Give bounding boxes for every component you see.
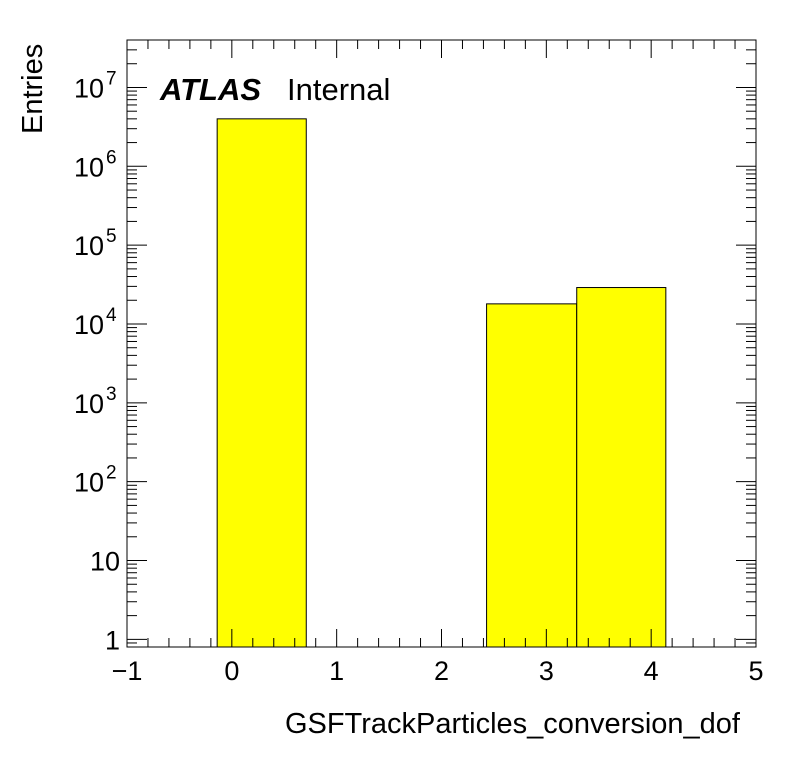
x-tick-label-3: 2 bbox=[434, 656, 449, 686]
histogram-bar-2 bbox=[576, 287, 667, 648]
y-tick-exponent-2: 2 bbox=[106, 463, 117, 484]
x-tick-label-5: 4 bbox=[644, 656, 659, 686]
histogram-bar-0 bbox=[216, 118, 307, 648]
y-tick-exponent-5: 5 bbox=[106, 226, 117, 247]
plot-frame bbox=[126, 39, 757, 648]
internal-label: Internal bbox=[287, 72, 390, 107]
y-tick-label-6: 10 bbox=[74, 152, 104, 182]
y-minor-ticks bbox=[127, 39, 756, 648]
atlas-label: ATLAS bbox=[159, 72, 261, 107]
y-tick-label-3: 10 bbox=[74, 389, 104, 419]
y-tick-label-5: 10 bbox=[74, 231, 104, 261]
y-tick-exponent-6: 6 bbox=[106, 147, 117, 168]
histogram-bars bbox=[216, 118, 667, 648]
x-tick-label-4: 3 bbox=[539, 656, 554, 686]
y-tick-label-2: 10 bbox=[74, 468, 104, 498]
y-tick-label-1: 10 bbox=[90, 547, 120, 577]
y-axis-label: Entries bbox=[17, 44, 49, 134]
x-tick-label-6: 5 bbox=[748, 656, 763, 686]
y-tick-label-4: 10 bbox=[74, 310, 104, 340]
histogram-bar-1 bbox=[486, 303, 578, 648]
y-tick-exponent-7: 7 bbox=[106, 68, 117, 89]
y-tick-exponent-3: 3 bbox=[106, 384, 117, 405]
y-tick-exponent-4: 4 bbox=[106, 305, 117, 326]
y-tick-label-7: 10 bbox=[74, 73, 104, 103]
x-tick-label-2: 1 bbox=[329, 656, 344, 686]
x-axis-label: GSFTrackParticles_conversion_dof bbox=[285, 708, 741, 740]
x-tick-label-1: 0 bbox=[224, 656, 239, 686]
y-tick-label-0: 1 bbox=[105, 625, 120, 655]
x-tick-label-0: −1 bbox=[112, 656, 143, 686]
